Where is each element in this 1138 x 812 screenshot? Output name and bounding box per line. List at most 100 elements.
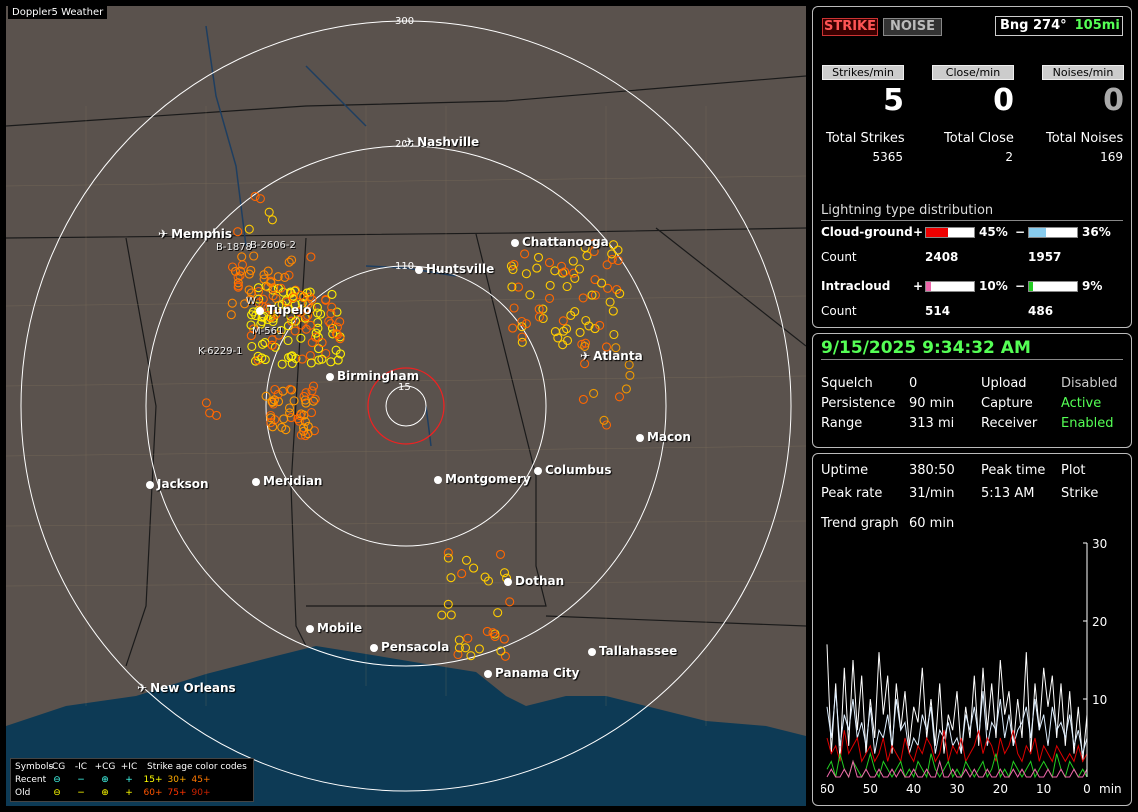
strike-marker <box>245 294 255 304</box>
noise-mode-button[interactable]: NOISE <box>883 18 942 36</box>
strike-marker <box>300 417 310 427</box>
city-memphis: ✈ Memphis <box>158 227 232 241</box>
total-close-label: Total Close <box>944 131 1014 146</box>
strike-marker <box>281 425 291 435</box>
strike-marker <box>507 282 517 292</box>
trend-x-tick-label: 50 <box>863 782 878 796</box>
strike-marker <box>460 643 471 653</box>
strikes-per-min-button[interactable]: Strikes/min <box>822 65 904 80</box>
strike-marker <box>276 325 286 336</box>
strike-marker <box>556 261 567 271</box>
storm-cell-label[interactable]: M-561 <box>252 326 284 337</box>
noises-per-min-value: 0 <box>1103 83 1124 118</box>
noises-per-min-button[interactable]: Noises/min <box>1042 65 1124 80</box>
strike-marker <box>233 278 243 288</box>
strike-marker <box>283 352 294 363</box>
strike-marker <box>308 396 319 406</box>
cg-negative-fill <box>1029 228 1047 237</box>
strike-marker <box>570 273 580 283</box>
strike-marker <box>580 359 590 369</box>
strike-marker <box>562 324 572 334</box>
strike-marker <box>235 266 246 276</box>
city-dot-icon <box>256 307 264 315</box>
strike-marker <box>235 271 245 281</box>
strike-marker <box>312 308 323 318</box>
close-per-min-button[interactable]: Close/min <box>932 65 1014 80</box>
ring-label-2: 205 <box>395 139 415 150</box>
strike-marker <box>335 317 345 327</box>
strike-marker <box>282 297 292 307</box>
trend-series-line <box>826 644 1088 762</box>
strike-marker <box>267 340 277 350</box>
legend-header-neg-ic: -IC <box>74 762 88 772</box>
strike-marker <box>453 649 463 660</box>
strike-marker <box>517 337 527 347</box>
strike-marker <box>437 610 447 620</box>
plot-value[interactable]: Strike <box>1061 486 1099 501</box>
recent-pos-cg-symbol: ⊕ <box>101 775 109 785</box>
strike-marker <box>607 249 617 259</box>
old-pos-ic-symbol: + <box>125 788 133 798</box>
rivers <box>205 25 457 447</box>
strike-marker <box>271 293 281 303</box>
strike-marker <box>558 316 568 326</box>
city-name: Columbus <box>545 463 612 477</box>
city-name: Mobile <box>317 621 363 635</box>
strike-marker <box>499 634 509 644</box>
cg-pos-sign: + <box>913 225 924 239</box>
legend-recent-label: Recent <box>15 775 47 785</box>
strike-marker <box>590 290 600 300</box>
strike-marker <box>267 396 277 407</box>
strike-marker <box>327 289 337 299</box>
strike-marker <box>296 430 306 440</box>
strike-marker <box>256 319 266 329</box>
cg-neg-sign: − <box>1015 225 1026 239</box>
strike-marker <box>562 281 572 292</box>
strike-marker <box>310 332 321 342</box>
status-panel: 9/15/2025 9:34:32 AM Squelch 0 Upload Di… <box>812 333 1132 448</box>
strike-marker <box>327 302 337 312</box>
strike-marker <box>517 316 527 327</box>
city-name: Montgomery <box>445 472 531 486</box>
persistence-value: 90 min <box>909 396 955 411</box>
storm-cell-label[interactable]: K-6229-1 <box>198 346 243 357</box>
recent-age-45: 45+ <box>191 775 211 785</box>
storm-cell-label[interactable]: B-2606-2 <box>250 240 296 251</box>
strike-markers <box>201 191 635 661</box>
strike-marker <box>575 327 585 337</box>
upload-label: Upload <box>981 376 1027 391</box>
city-dothan: Dothan <box>504 574 564 588</box>
strike-marker <box>306 303 317 314</box>
city-atlanta: ✈ Atlanta <box>580 349 643 363</box>
trend-panel: Uptime 380:50 Peak time Plot Peak rate 3… <box>812 453 1132 806</box>
strike-marker <box>266 413 276 423</box>
total-strikes-value: 5365 <box>872 150 903 164</box>
strike-marker <box>533 252 544 262</box>
strike-map[interactable]: Doppler5 Weather 300 205 110 15 ✈ Nashvil… <box>6 6 806 806</box>
trend-chart: 10 20 30 60 50 40 30 20 10 0 min <box>821 539 1122 796</box>
strike-marker <box>284 257 294 267</box>
strike-marker <box>590 324 600 334</box>
range-rings <box>20 20 792 792</box>
storm-cell-label[interactable]: W <box>246 296 256 307</box>
storm-cell-label[interactable]: B-1878 <box>216 242 252 253</box>
strike-marker <box>285 384 295 394</box>
cg-negative-percent: 36% <box>1082 225 1111 239</box>
trend-y-tick-label: 30 <box>1092 539 1107 551</box>
strike-marker <box>295 411 305 421</box>
strike-marker <box>443 548 453 558</box>
strike-marker <box>297 354 307 364</box>
strike-marker <box>499 568 510 578</box>
bearing-readout: Bng 274° 105mi <box>995 16 1123 36</box>
strikes-per-min-value: 5 <box>883 83 904 118</box>
cg-positive-percent: 45% <box>979 225 1008 239</box>
strike-marker <box>538 304 548 314</box>
peak-rate-label: Peak rate <box>821 486 883 501</box>
strike-marker <box>295 290 306 300</box>
strike-marker <box>321 295 331 305</box>
strike-marker <box>608 240 619 250</box>
strike-marker <box>578 293 588 303</box>
strike-marker <box>307 386 317 396</box>
strike-mode-button[interactable]: STRIKE <box>822 18 878 36</box>
strike-marker <box>290 299 300 309</box>
